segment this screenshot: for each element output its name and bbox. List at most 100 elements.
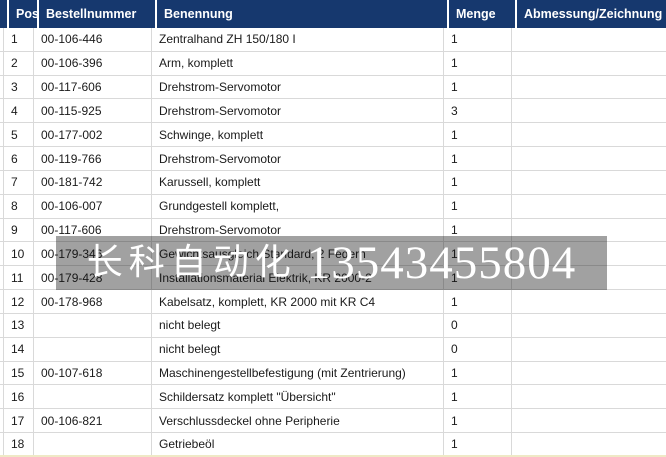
cell-benennung[interactable]: Installationsmaterial Elektrik, KR 2000-…: [151, 266, 443, 290]
cell-bestellnummer[interactable]: 00-177-002: [33, 123, 151, 147]
cell-menge[interactable]: 3: [443, 99, 511, 123]
cell-bestellnummer[interactable]: 00-181-742: [33, 170, 151, 194]
cell-bestellnummer[interactable]: 00-107-618: [33, 361, 151, 385]
cell-pos[interactable]: 8: [3, 194, 33, 218]
cell-menge[interactable]: 1: [443, 123, 511, 147]
cell-bestellnummer[interactable]: 00-106-446: [33, 28, 151, 51]
cell-abmessung[interactable]: [511, 147, 666, 170]
cell-menge[interactable]: 1: [443, 51, 511, 75]
cell-abmessung[interactable]: [511, 51, 666, 75]
table-header: Pos Bestellnummer Benennung Menge Abmess…: [0, 0, 666, 28]
cell-pos[interactable]: 12: [3, 290, 33, 313]
cell-bestellnummer[interactable]: 00-117-606: [33, 75, 151, 99]
cell-menge[interactable]: 1: [443, 147, 511, 170]
cell-pos[interactable]: 2: [3, 51, 33, 75]
cell-pos[interactable]: 13: [3, 313, 33, 337]
cell-abmessung[interactable]: [511, 337, 666, 361]
cell-abmessung[interactable]: [511, 433, 666, 456]
cell-benennung[interactable]: nicht belegt: [151, 337, 443, 361]
cell-abmessung[interactable]: [511, 361, 666, 385]
cell-menge[interactable]: 1: [443, 170, 511, 194]
cell-bestellnummer[interactable]: [33, 433, 151, 456]
cell-benennung[interactable]: Grundgestell komplett,: [151, 194, 443, 218]
cell-pos[interactable]: 14: [3, 337, 33, 361]
cell-pos[interactable]: 4: [3, 99, 33, 123]
column-header-abmessung-zeichnung[interactable]: Abmessung/Zeichnung: [515, 0, 666, 28]
cell-benennung[interactable]: nicht belegt: [151, 313, 443, 337]
cell-menge[interactable]: 1: [443, 266, 511, 290]
cell-menge[interactable]: 1: [443, 242, 511, 266]
cell-bestellnummer[interactable]: 00-115-925: [33, 99, 151, 123]
cell-abmessung[interactable]: [511, 218, 666, 242]
cell-benennung[interactable]: Gewichtsausgleich Standard, 2 Federn: [151, 242, 443, 266]
cell-menge[interactable]: 1: [443, 433, 511, 456]
cell-abmessung[interactable]: [511, 313, 666, 337]
row-gutter: [0, 75, 3, 99]
cell-benennung[interactable]: Verschlussdeckel ohne Peripherie: [151, 409, 443, 433]
cell-benennung[interactable]: Drehstrom-Servomotor: [151, 99, 443, 123]
cell-bestellnummer[interactable]: 00-106-396: [33, 51, 151, 75]
cell-pos[interactable]: 17: [3, 409, 33, 433]
cell-benennung[interactable]: Arm, komplett: [151, 51, 443, 75]
cell-benennung[interactable]: Zentralhand ZH 150/180 I: [151, 28, 443, 51]
cell-benennung[interactable]: Schwinge, komplett: [151, 123, 443, 147]
cell-abmessung[interactable]: [511, 123, 666, 147]
cell-pos[interactable]: 7: [3, 170, 33, 194]
cell-benennung[interactable]: Schildersatz komplett "Übersicht": [151, 385, 443, 409]
cell-benennung[interactable]: Drehstrom-Servomotor: [151, 218, 443, 242]
cell-benennung[interactable]: Drehstrom-Servomotor: [151, 75, 443, 99]
column-header-bestellnummer[interactable]: Bestellnummer: [37, 0, 155, 28]
cell-abmessung[interactable]: [511, 242, 666, 266]
cell-pos[interactable]: 11: [3, 266, 33, 290]
cell-pos[interactable]: 9: [3, 218, 33, 242]
cell-menge[interactable]: 1: [443, 385, 511, 409]
cell-bestellnummer[interactable]: [33, 385, 151, 409]
cell-pos[interactable]: 6: [3, 147, 33, 170]
cell-menge[interactable]: 1: [443, 409, 511, 433]
row-gutter: [0, 170, 3, 194]
cell-pos[interactable]: 16: [3, 385, 33, 409]
cell-menge[interactable]: 0: [443, 313, 511, 337]
cell-bestellnummer[interactable]: 00-106-007: [33, 194, 151, 218]
cell-abmessung[interactable]: [511, 170, 666, 194]
cell-pos[interactable]: 15: [3, 361, 33, 385]
cell-menge[interactable]: 0: [443, 337, 511, 361]
cell-menge[interactable]: 1: [443, 361, 511, 385]
cell-menge[interactable]: 1: [443, 194, 511, 218]
cell-abmessung[interactable]: [511, 409, 666, 433]
cell-abmessung[interactable]: [511, 194, 666, 218]
cell-menge[interactable]: 1: [443, 28, 511, 51]
cell-menge[interactable]: 1: [443, 75, 511, 99]
cell-benennung[interactable]: Kabelsatz, komplett, KR 2000 mit KR C4: [151, 290, 443, 313]
cell-abmessung[interactable]: [511, 28, 666, 51]
column-header-pos[interactable]: Pos: [7, 0, 37, 28]
cell-bestellnummer[interactable]: [33, 313, 151, 337]
cell-bestellnummer[interactable]: 00-179-428: [33, 266, 151, 290]
cell-menge[interactable]: 1: [443, 290, 511, 313]
cell-abmessung[interactable]: [511, 99, 666, 123]
cell-bestellnummer[interactable]: [33, 337, 151, 361]
cell-abmessung[interactable]: [511, 290, 666, 313]
cell-bestellnummer[interactable]: 00-117-606: [33, 218, 151, 242]
cell-pos[interactable]: 18: [3, 433, 33, 456]
column-header-benennung[interactable]: Benennung: [155, 0, 447, 28]
cell-bestellnummer[interactable]: 00-106-821: [33, 409, 151, 433]
cell-pos[interactable]: 1: [3, 28, 33, 51]
cell-menge[interactable]: 1: [443, 218, 511, 242]
cell-benennung[interactable]: Maschinengestellbefestigung (mit Zentrie…: [151, 361, 443, 385]
cell-bestellnummer[interactable]: 00-178-968: [33, 290, 151, 313]
cell-abmessung[interactable]: [511, 75, 666, 99]
table-row: 4 00-115-925 Drehstrom-Servomotor 3: [0, 99, 666, 124]
cell-bestellnummer[interactable]: 00-179-346: [33, 242, 151, 266]
table-row: 18 Getriebeöl 1: [0, 433, 666, 457]
cell-bestellnummer[interactable]: 00-119-766: [33, 147, 151, 170]
cell-benennung[interactable]: Drehstrom-Servomotor: [151, 147, 443, 170]
cell-abmessung[interactable]: [511, 266, 666, 290]
cell-benennung[interactable]: Karussell, komplett: [151, 170, 443, 194]
cell-pos[interactable]: 3: [3, 75, 33, 99]
cell-pos[interactable]: 5: [3, 123, 33, 147]
cell-abmessung[interactable]: [511, 385, 666, 409]
column-header-menge[interactable]: Menge: [447, 0, 515, 28]
cell-benennung[interactable]: Getriebeöl: [151, 433, 443, 456]
cell-pos[interactable]: 10: [3, 242, 33, 266]
